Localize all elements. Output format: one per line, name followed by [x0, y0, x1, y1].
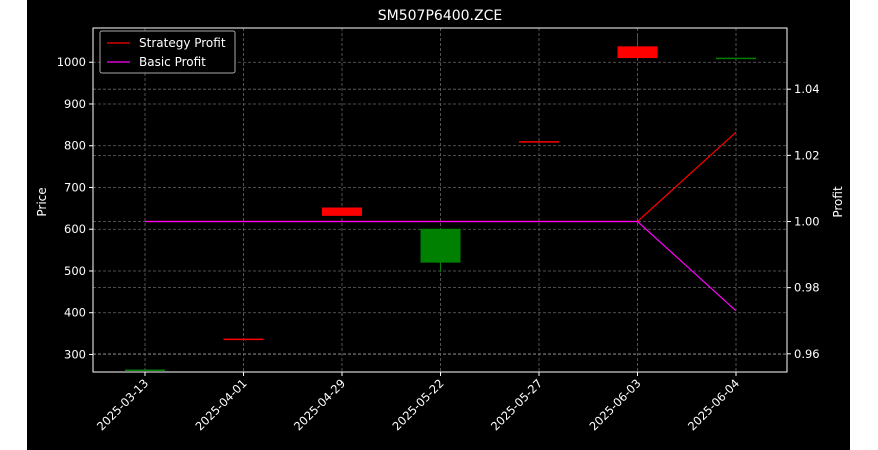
y-tick-label: 600 [64, 222, 86, 236]
y-tick-label: 900 [64, 97, 86, 111]
legend-box [99, 30, 236, 74]
y2-tick-label: 0.98 [794, 281, 820, 295]
y-tick-label: 1000 [57, 55, 86, 69]
series-line-basic-profit [145, 220, 737, 312]
candle-body [322, 207, 362, 216]
y2-tick-label: 1.00 [794, 215, 820, 229]
x-tick-label: 2025-06-03 [586, 376, 643, 433]
y-tick-label: 300 [64, 347, 86, 361]
candle-body [716, 57, 756, 60]
profit-lines [145, 131, 737, 312]
candle-body [519, 141, 559, 143]
y-tick-label: 400 [64, 306, 86, 320]
y-axis-label: Price [35, 187, 49, 216]
y-tick-label: 700 [64, 180, 86, 194]
axes [89, 27, 791, 376]
candle-body [617, 46, 658, 59]
plot-frame [92, 27, 788, 373]
x-tick-label: 2025-05-27 [488, 376, 545, 433]
candle-body [223, 338, 264, 341]
y2-tick-label: 0.96 [794, 347, 820, 361]
chart-svg: 2025-03-13 2025-04-01 2025-04-29 2025-05-22… [35, 8, 845, 433]
x-tick-label: 2025-05-22 [389, 376, 446, 433]
legend-label-basic-profit: Basic Profit [139, 55, 206, 69]
legend-label-strategy-profit: Strategy Profit [139, 36, 226, 50]
x-tick-label: 2025-04-01 [192, 376, 249, 433]
y-tick-label: 500 [64, 264, 86, 278]
grid-lines [93, 28, 787, 372]
y2-axis-label: Profit [831, 186, 845, 218]
y2-tick-label: 1.02 [794, 148, 820, 162]
candle-body [125, 369, 165, 371]
x-tick-label: 2025-06-04 [685, 376, 742, 433]
y2-tick-label: 1.04 [794, 82, 820, 96]
y-tick-label: 800 [64, 139, 86, 153]
x-tick-label: 2025-04-29 [291, 376, 348, 433]
candles [125, 35, 756, 371]
legend: Strategy Profit Basic Profit [99, 30, 236, 74]
candle-body [420, 228, 461, 263]
chart-title: SM507P6400.ZCE [378, 8, 502, 24]
chart-figure: 2025-03-13 2025-04-01 2025-04-29 2025-05-22… [27, 0, 850, 450]
x-tick-label: 2025-03-13 [94, 376, 151, 433]
